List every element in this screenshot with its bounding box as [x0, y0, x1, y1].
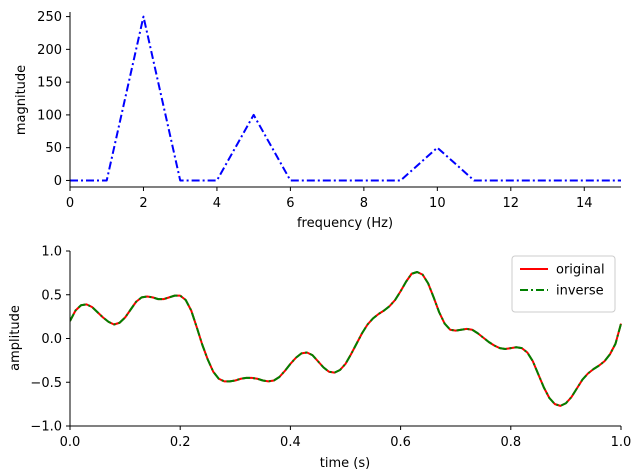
y-tick-label: 250 — [37, 10, 62, 25]
y-tick-label: 0.0 — [41, 332, 62, 347]
y-tick-label: 100 — [37, 108, 62, 123]
y-tick-label: 50 — [45, 141, 62, 156]
x-tick-label: 2 — [139, 196, 147, 211]
y-tick-label: −0.5 — [30, 376, 62, 391]
x-tick-label: 0.0 — [60, 435, 81, 450]
legend-label: inverse — [556, 284, 604, 299]
series-line-0-0 — [70, 15, 621, 182]
y-tick-label: 0.5 — [41, 288, 62, 303]
x-tick-label: 14 — [576, 196, 593, 211]
x-tick-label: 1.0 — [611, 435, 632, 450]
x-tick-label: 6 — [286, 196, 294, 211]
y-axis-title: amplitude — [8, 305, 23, 371]
x-tick-label: 10 — [429, 196, 446, 211]
y-tick-label: −1.0 — [30, 420, 62, 435]
legend: original inverse — [511, 255, 616, 313]
y-tick-label: 1.0 — [41, 245, 62, 260]
series-line-inverse — [70, 271, 622, 407]
x-tick-label: 8 — [360, 196, 368, 211]
x-tick-label: 4 — [213, 196, 221, 211]
x-tick-label: 0.6 — [390, 435, 411, 450]
x-tick-label: 0.4 — [280, 435, 301, 450]
x-axis-title: time (s) — [320, 456, 370, 471]
x-tick-label: 0.8 — [500, 435, 521, 450]
x-tick-label: 0.2 — [170, 435, 191, 450]
y-tick-label: 200 — [37, 43, 62, 58]
frequency-spectrum-chart: magnitude frequency (Hz) 0 2 4 6 8 10 12 14 0 50 1… — [14, 10, 621, 231]
x-tick-label: 12 — [503, 196, 520, 211]
legend-label: original — [556, 263, 605, 278]
time-signal-chart: amplitude time (s) 0.0 0.2 0.4 0.6 0.8 1.0 −1.… — [8, 245, 631, 472]
x-tick-label: 0 — [66, 196, 74, 211]
x-axis-title: frequency (Hz) — [297, 216, 393, 231]
y-axis-title: magnitude — [14, 65, 29, 135]
y-tick-label: 0 — [54, 174, 62, 189]
y-tick-label: 150 — [37, 76, 62, 91]
